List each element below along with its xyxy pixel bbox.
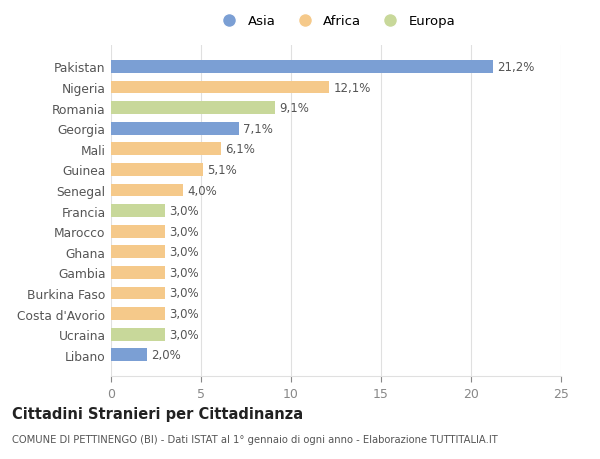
Text: 3,0%: 3,0% <box>170 287 199 300</box>
Bar <box>111 61 493 73</box>
Text: 2,0%: 2,0% <box>151 348 181 362</box>
Text: 3,0%: 3,0% <box>170 328 199 341</box>
Bar <box>111 123 239 135</box>
Bar <box>111 328 165 341</box>
Text: 9,1%: 9,1% <box>279 102 309 115</box>
Text: COMUNE DI PETTINENGO (BI) - Dati ISTAT al 1° gennaio di ogni anno - Elaborazione: COMUNE DI PETTINENGO (BI) - Dati ISTAT a… <box>12 434 498 444</box>
Text: 21,2%: 21,2% <box>497 61 535 74</box>
Bar <box>111 349 147 361</box>
Bar <box>111 143 221 156</box>
Bar <box>111 225 165 238</box>
Text: 12,1%: 12,1% <box>334 81 371 95</box>
Bar <box>111 205 165 218</box>
Text: 5,1%: 5,1% <box>208 163 237 177</box>
Bar <box>111 246 165 258</box>
Text: 3,0%: 3,0% <box>170 266 199 279</box>
Text: 4,0%: 4,0% <box>187 184 217 197</box>
Bar <box>111 102 275 115</box>
Bar <box>111 81 329 94</box>
Bar <box>111 164 203 176</box>
Bar <box>111 308 165 320</box>
Legend: Asia, Africa, Europa: Asia, Africa, Europa <box>214 13 458 31</box>
Text: 7,1%: 7,1% <box>244 123 273 135</box>
Text: 3,0%: 3,0% <box>170 225 199 238</box>
Bar <box>111 184 183 197</box>
Text: Cittadini Stranieri per Cittadinanza: Cittadini Stranieri per Cittadinanza <box>12 406 303 421</box>
Text: 3,0%: 3,0% <box>170 246 199 259</box>
Text: 3,0%: 3,0% <box>170 308 199 320</box>
Bar <box>111 287 165 300</box>
Bar <box>111 266 165 279</box>
Text: 3,0%: 3,0% <box>170 205 199 218</box>
Text: 6,1%: 6,1% <box>226 143 255 156</box>
